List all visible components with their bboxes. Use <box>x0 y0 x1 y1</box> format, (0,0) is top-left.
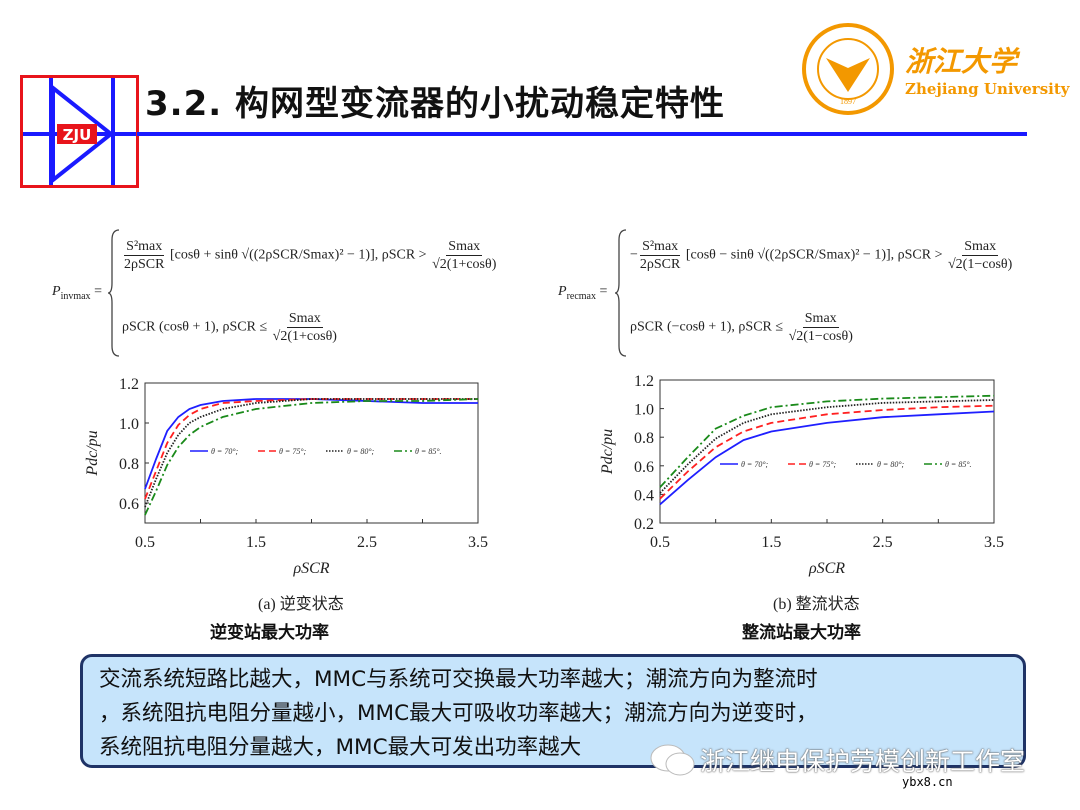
formula-inv-case2: ρSCR (cosθ + 1), ρSCR ≤ Smax √2(1+cosθ) <box>122 311 337 344</box>
legend-label: θ = 80°; <box>877 460 905 469</box>
y-axis-label: Pdc/pu <box>84 430 101 476</box>
legend-label: θ = 85°. <box>945 460 972 469</box>
y-tick-label: 1.2 <box>119 376 139 393</box>
x-tick-label: 2.5 <box>357 534 377 551</box>
subtitle-b: 整流站最大功率 <box>742 623 861 643</box>
y-tick-label: 0.2 <box>634 516 654 533</box>
diode-logo-icon: ZJU <box>23 78 136 185</box>
series-line-4 <box>659 394 995 488</box>
y-tick-label: 0.6 <box>119 496 139 513</box>
summary-box: 交流系统短路比越大，MMC与系统可交换最大功率越大；潮流方向为整流时 ，系统阻抗… <box>80 654 1026 768</box>
series-line-1 <box>144 398 478 490</box>
series-line-4 <box>144 398 479 516</box>
seal-year: 1897 <box>840 97 856 106</box>
formula-rec-case2: ρSCR (−cosθ + 1), ρSCR ≤ Smax √2(1−cosθ) <box>630 311 853 344</box>
university-name-cn: 浙江大学 <box>905 45 1018 78</box>
y-tick-label: 0.8 <box>634 430 654 447</box>
page-title: 3.2. 构网型变流器的小扰动稳定特性 <box>145 84 725 124</box>
chart-rectifier: 0.5 1.5 2.5 3.5 0.2 0.4 0.6 0.8 1.0 1.2 ρSCR Pdc/pu… <box>599 373 1004 577</box>
y-axis-label: Pdc/pu <box>599 429 616 475</box>
x-tick-label: 3.5 <box>984 534 1004 551</box>
series-line-3 <box>144 398 478 508</box>
series-line-3 <box>659 399 995 494</box>
series-line-2 <box>144 398 478 500</box>
x-axis-label: ρSCR <box>808 560 845 577</box>
brace-icon <box>614 229 627 357</box>
summary-line: 系统阻抗电阻分量越大，MMC最大可发出功率越大 <box>99 735 582 760</box>
formula-inv-case1: S²max 2ρSCR [cosθ + sinθ √((2ρSCR/Smax)² … <box>124 239 497 272</box>
y-tick-label: 0.6 <box>634 459 654 476</box>
legend-label: θ = 85°. <box>415 447 442 456</box>
x-tick-label: 1.5 <box>761 534 781 551</box>
chart-inverter: 0.5 1.5 2.5 3.5 0.6 0.8 1.0 1.2 ρSCR Pdc/pu θ = 70… <box>84 376 488 577</box>
x-tick-label: 2.5 <box>873 534 893 551</box>
y-tick-label: 0.8 <box>119 456 139 473</box>
summary-line: 交流系统短路比越大，MMC与系统可交换最大功率越大；潮流方向为整流时 <box>99 667 818 692</box>
x-tick-label: 0.5 <box>135 534 155 551</box>
y-tick-label: 1.0 <box>119 416 139 433</box>
x-axis-label: ρSCR <box>292 560 329 577</box>
x-tick-label: 1.5 <box>246 534 266 551</box>
legend-label: θ = 75°; <box>809 460 837 469</box>
title-divider <box>137 132 1027 136</box>
y-tick-label: 1.0 <box>634 402 654 419</box>
university-seal-icon: 1897 <box>802 23 894 115</box>
logo-text: ZJU <box>63 126 92 144</box>
y-tick-label: 0.4 <box>634 487 654 504</box>
series-line-2 <box>659 404 995 500</box>
legend-label: θ = 70°; <box>211 447 239 456</box>
university-name-en: Zhejiang University <box>905 80 1070 98</box>
legend-label: θ = 80°; <box>347 447 375 456</box>
site-label: ybx8.cn <box>902 775 953 789</box>
subtitle-a: 逆变站最大功率 <box>210 623 329 643</box>
x-tick-label: 3.5 <box>468 534 488 551</box>
brace-icon <box>107 229 120 357</box>
watermark: 浙江继电保护劳模创新工作室 <box>700 747 1026 776</box>
x-tick-label: 0.5 <box>650 534 670 551</box>
legend-label: θ = 70°; <box>741 460 769 469</box>
series-line-1 <box>659 410 995 506</box>
zju-logo: ZJU <box>20 75 139 188</box>
summary-line: ，系统阻抗电阻分量越小，MMC最大可吸收功率越大；潮流方向为逆变时， <box>99 701 818 726</box>
formula-lhs-inv: Pinvmax = <box>52 284 102 302</box>
formula-rec-case1: − S²max 2ρSCR [cosθ − sinθ √((2ρSCR/Smax)²… <box>630 239 1013 272</box>
caption-b: (b) 整流状态 <box>773 596 860 613</box>
caption-a: (a) 逆变状态 <box>258 596 344 613</box>
formula-lhs-rec: Precmax = <box>558 284 608 302</box>
wechat-icon <box>650 744 695 776</box>
legend-label: θ = 75°; <box>279 447 307 456</box>
y-tick-label: 1.2 <box>634 373 654 390</box>
